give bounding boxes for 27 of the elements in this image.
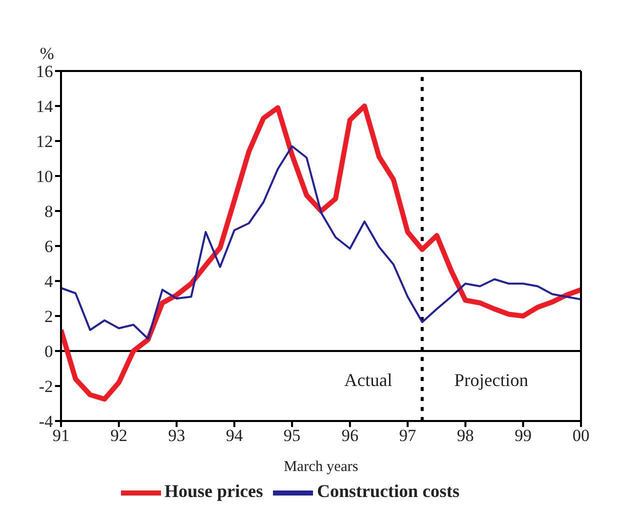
y-tick-label: 14	[36, 97, 54, 116]
x-tick-label: 99	[514, 426, 532, 446]
y-tick-label: 0	[44, 342, 53, 362]
x-tick-label: 93	[168, 426, 186, 446]
legend-label: Construction costs	[317, 481, 460, 502]
y-axis-title: %	[40, 44, 54, 63]
y-tick-label: 16	[36, 62, 53, 82]
x-tick-label: 97	[399, 426, 417, 446]
x-tick-label: 94	[226, 426, 244, 446]
annotation: Actual	[344, 370, 392, 391]
x-tick-label: 95	[284, 426, 301, 446]
y-tick-label: 8	[44, 202, 53, 222]
y-tick-label: 6	[44, 237, 53, 256]
x-tick-label: 96	[341, 426, 358, 446]
x-tick-label: 00	[572, 426, 590, 446]
y-tick-label: 12	[36, 132, 53, 152]
x-tick-label: 92	[110, 426, 128, 446]
x-axis-title: March years	[284, 459, 358, 475]
y-tick-label: 4	[44, 272, 54, 292]
y-tick-label: -4	[38, 412, 54, 432]
y-tick-label: -2	[38, 377, 53, 396]
legend-label: House prices	[164, 481, 263, 502]
x-tick-label: 98	[456, 426, 474, 446]
y-tick-label: 2	[44, 307, 53, 326]
y-tick-label: 10	[36, 167, 53, 186]
x-tick-label: 91	[52, 426, 70, 446]
annotation: Projection	[454, 370, 528, 391]
